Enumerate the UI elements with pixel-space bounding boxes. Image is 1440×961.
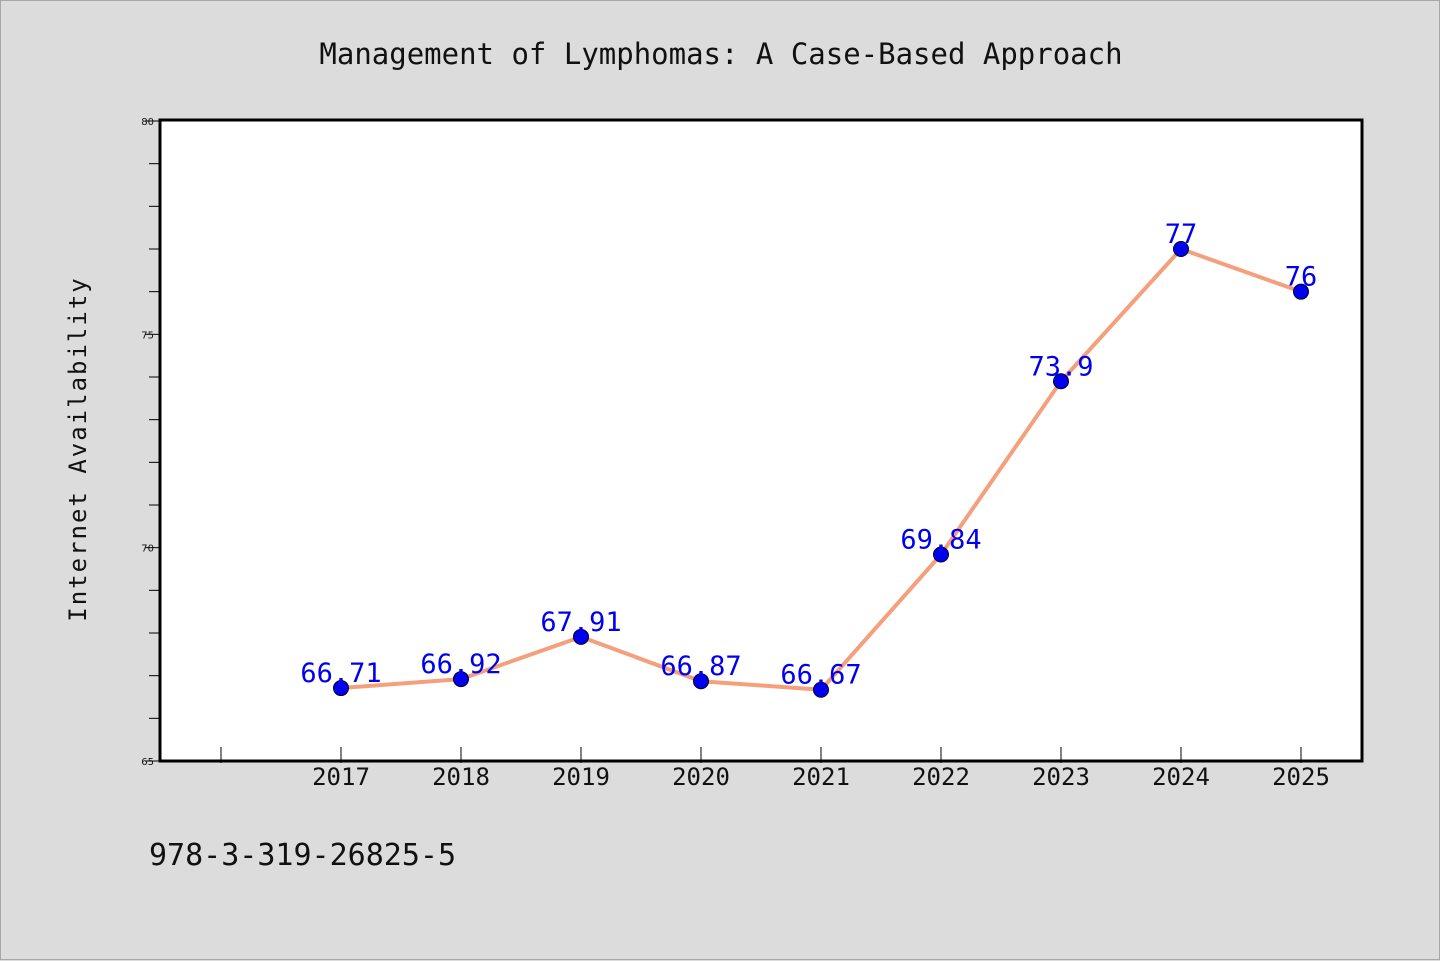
data-point-marker xyxy=(813,681,829,698)
x-tick-label: 2018 xyxy=(432,763,490,791)
data-point-marker xyxy=(1053,373,1069,390)
data-point-marker xyxy=(573,628,589,645)
data-label: 66.67 xyxy=(780,660,861,691)
data-label: 67.91 xyxy=(540,607,621,638)
y-axis: 65 70 75 80 xyxy=(141,117,159,768)
x-tick-label: 2019 xyxy=(552,763,610,791)
x-tick-label: 2024 xyxy=(1152,763,1210,791)
plot-area xyxy=(158,118,1364,763)
data-label: 66.71 xyxy=(300,658,381,689)
series-layer: 66.71 66.92 67.91 66.87 66.67 69.84 73.9 77 76 xyxy=(300,219,1318,698)
data-label: 73.9 xyxy=(1028,351,1093,382)
data-label: 69.84 xyxy=(900,524,981,555)
data-point-marker xyxy=(333,680,349,697)
x-tick-label: 2017 xyxy=(312,763,370,791)
y-tick-label: 75 xyxy=(141,330,154,341)
y-tick-label: 80 xyxy=(141,117,154,128)
data-point-marker xyxy=(1293,283,1309,300)
data-label: 66.92 xyxy=(420,649,501,680)
x-tick-label: 2022 xyxy=(912,763,970,791)
x-tick-label: 2025 xyxy=(1272,763,1330,791)
data-point-marker xyxy=(1173,241,1189,257)
x-tick-label: 2020 xyxy=(672,763,730,791)
data-label: 76 xyxy=(1285,262,1318,293)
y-tick-label: 65 xyxy=(141,757,154,768)
footer-isbn: 978-3-319-26825-5 xyxy=(149,838,456,873)
data-label: 66.87 xyxy=(660,651,741,682)
data-point-marker xyxy=(693,673,709,690)
x-tick-label: 2023 xyxy=(1032,763,1090,791)
data-label: 77 xyxy=(1165,219,1198,250)
chart-title: Management of Lymphomas: A Case-Based Ap… xyxy=(319,37,1122,71)
y-tick-label: 70 xyxy=(141,544,154,555)
data-point-marker xyxy=(933,546,949,563)
x-axis: 2017 2018 2019 2020 2021 2022 2023 2024 2025 xyxy=(220,747,1330,791)
data-point-marker xyxy=(453,671,469,688)
y-axis-label: Internet Availability xyxy=(64,276,92,621)
x-tick-label: 2021 xyxy=(792,763,850,791)
